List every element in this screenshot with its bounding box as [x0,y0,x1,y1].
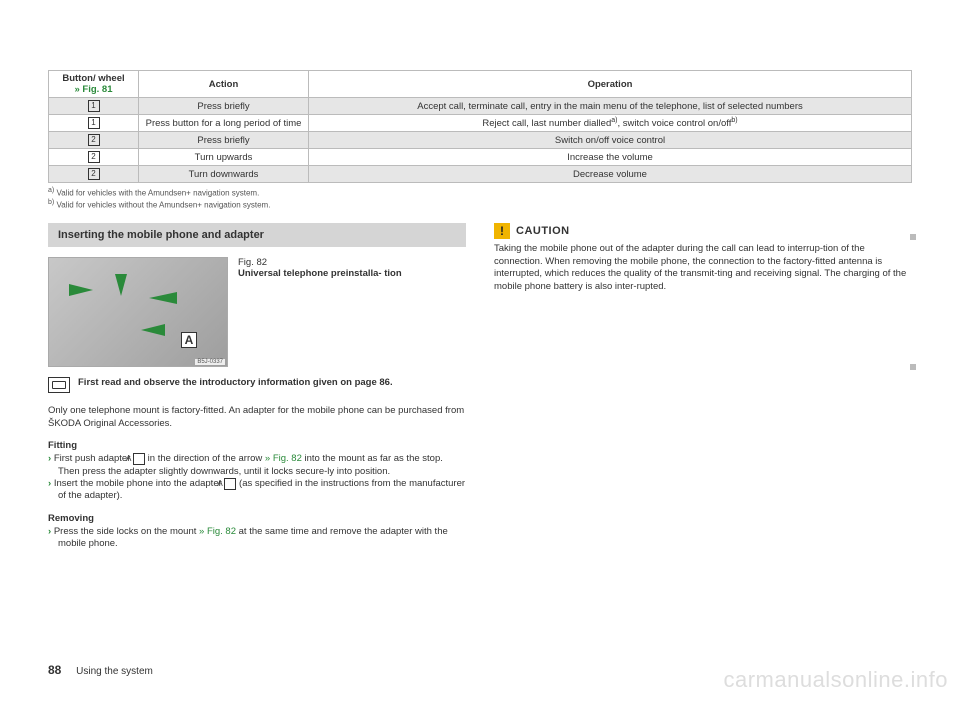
table-row: 2 Turn downwards Decrease volume [49,166,912,183]
cell-action: Press briefly [139,98,309,115]
key-icon: 2 [88,151,100,163]
cell-operation: Decrease volume [309,166,912,183]
th-figref: » Fig. 81 [74,84,112,95]
arrow-icon [69,284,93,296]
key-icon: 2 [88,134,100,146]
footnotes: a) Valid for vehicles with the Amundsen+… [48,187,912,209]
th-button: Button/ wheel » Fig. 81 [49,71,139,98]
read-first-notice: First read and observe the introductory … [48,377,466,393]
table-row: 2 Turn upwards Increase the volume [49,149,912,166]
table-row: 1 Press button for a long period of time… [49,115,912,132]
cell-action: Press button for a long period of time [139,115,309,132]
li-text: Press the side locks on the mount [54,526,199,537]
book-icon [48,377,70,393]
figure-caption: Fig. 82 Universal telephone preinstalla-… [238,257,402,367]
key-icon: 2 [88,168,100,180]
table-row: 2 Press briefly Switch on/off voice cont… [49,132,912,149]
fitting-list: › First push adapter A in the direction … [48,453,466,502]
cell-operation: Accept call, terminate call, entry in th… [309,98,912,115]
caution-text: Taking the mobile phone out of the adapt… [494,243,912,292]
removing-list: › Press the side locks on the mount » Fi… [48,526,466,551]
cell-operation: Reject call, last number dialleda), swit… [309,115,912,132]
cell-action: Turn upwards [139,149,309,166]
right-column: ! CAUTION Taking the mobile phone out of… [494,223,912,560]
chevron-icon: › [48,453,51,464]
figref: » Fig. 82 [265,453,302,464]
arrow-icon [115,274,127,296]
cell-action: Press briefly [139,132,309,149]
fn-text: Valid for vehicles with the Amundsen+ na… [56,189,259,198]
th-action: Action [139,71,309,98]
op-sup: b) [731,117,737,124]
end-mark-icon [910,234,916,240]
removing-heading: Removing [48,513,466,524]
fitting-heading: Fitting [48,440,466,451]
fn-label: b) [48,199,54,206]
footer-section: Using the system [76,666,153,677]
arrow-icon [149,292,177,304]
warning-icon: ! [494,223,510,239]
li-text: Insert the mobile phone into the adapter [54,478,225,489]
op-text: , switch voice control on/off [617,118,731,129]
read-first-text: First read and observe the introductory … [78,377,393,388]
caution-label: CAUTION [516,225,570,237]
key-icon: 1 [88,100,100,112]
th-button-label: Button/ wheel [62,73,124,84]
key-icon: A [224,478,236,490]
figure-image: A B5J-0337 [48,257,228,367]
page-footer: 88 Using the system [48,663,153,677]
list-item: › Press the side locks on the mount » Fi… [48,526,466,551]
figure-label-a: A [181,332,197,348]
controls-table: Button/ wheel » Fig. 81 Action Operation… [48,70,912,183]
li-text: First push adapter [54,453,133,464]
figure-row: A B5J-0337 Fig. 82 Universal telephone p… [48,257,466,367]
left-column: Inserting the mobile phone and adapter A… [48,223,466,560]
figref: » Fig. 82 [199,526,236,537]
cell-operation: Increase the volume [309,149,912,166]
th-operation: Operation [309,71,912,98]
section-header: Inserting the mobile phone and adapter [48,223,466,247]
figure-title: Universal telephone preinstalla- tion [238,268,402,279]
key-icon: A [133,453,145,465]
figure-number: Fig. 82 [238,257,402,268]
figure-code: B5J-0337 [195,359,225,365]
caution-heading: ! CAUTION [494,223,912,239]
table-row: 1 Press briefly Accept call, terminate c… [49,98,912,115]
li-text: in the direction of the arrow [145,453,265,464]
chevron-icon: › [48,478,51,489]
list-item: › Insert the mobile phone into the adapt… [48,478,466,503]
end-mark-icon [910,364,916,370]
fn-text: Valid for vehicles without the Amundsen+… [56,200,270,209]
key-icon: 1 [88,117,100,129]
cell-operation: Switch on/off voice control [309,132,912,149]
fn-label: a) [48,187,54,194]
arrow-icon [141,324,165,336]
page-number: 88 [48,663,61,677]
paragraph: Only one telephone mount is factory-fitt… [48,405,466,430]
list-item: › First push adapter A in the direction … [48,453,466,478]
op-text: Reject call, last number dialled [482,118,611,129]
cell-action: Turn downwards [139,166,309,183]
chevron-icon: › [48,526,51,537]
watermark: carmanualsonline.info [723,667,948,693]
